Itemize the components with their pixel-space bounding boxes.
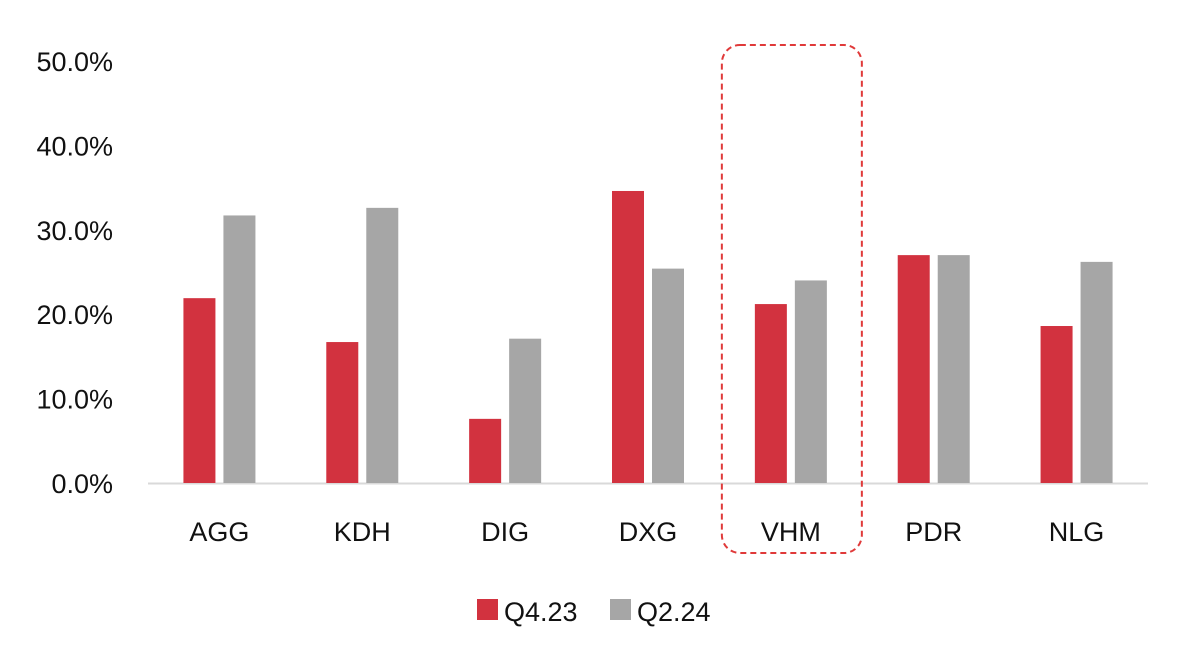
x-category-label: KDH [334, 517, 391, 547]
legend-swatch [610, 599, 631, 620]
bar-q4-23-nlg [1040, 326, 1073, 483]
y-tick-label: 40.0% [36, 131, 113, 161]
bar-q2-24-nlg [1080, 261, 1113, 483]
y-tick-label: 20.0% [36, 300, 113, 330]
bar-q2-24-dxg [652, 268, 684, 483]
legend-swatch [477, 599, 498, 620]
y-tick-label: 30.0% [36, 216, 113, 246]
bar-q4-23-dxg [612, 190, 644, 483]
bar-q2-24-agg [223, 215, 256, 483]
bar-q4-23-kdh [326, 342, 359, 483]
y-tick-label: 10.0% [36, 385, 113, 415]
bar-q2-24-kdh [366, 207, 399, 483]
legend: Q4.23 Q2.24 [477, 597, 711, 627]
y-tick-label: 50.0% [36, 47, 113, 77]
bar-q4-23-agg [183, 298, 216, 483]
x-category-label: VHM [761, 517, 821, 547]
x-category-label: AGG [189, 517, 249, 547]
x-axis-categories: AGG KDH DIG DXG VHM PDR NLG [189, 517, 1104, 547]
bar-q4-23-pdr [897, 255, 930, 483]
bars [183, 190, 1113, 483]
x-category-label: NLG [1049, 517, 1105, 547]
legend-label: Q2.24 [637, 597, 711, 627]
x-category-label: DXG [619, 517, 678, 547]
bar-q2-24-dig [509, 338, 542, 483]
x-category-label: DIG [481, 517, 529, 547]
bar-q2-24-pdr [937, 255, 970, 483]
legend-label: Q4.23 [504, 597, 578, 627]
bar-q4-23-dig [469, 418, 502, 483]
bar-q2-24-vhm [794, 280, 827, 483]
bar-q4-23-vhm [754, 304, 787, 483]
highlight-box [720, 44, 863, 554]
y-axis-ticks: 0.0% 10.0% 20.0% 30.0% 40.0% 50.0% [36, 47, 113, 499]
x-category-label: PDR [905, 517, 962, 547]
y-tick-label: 0.0% [51, 469, 113, 499]
